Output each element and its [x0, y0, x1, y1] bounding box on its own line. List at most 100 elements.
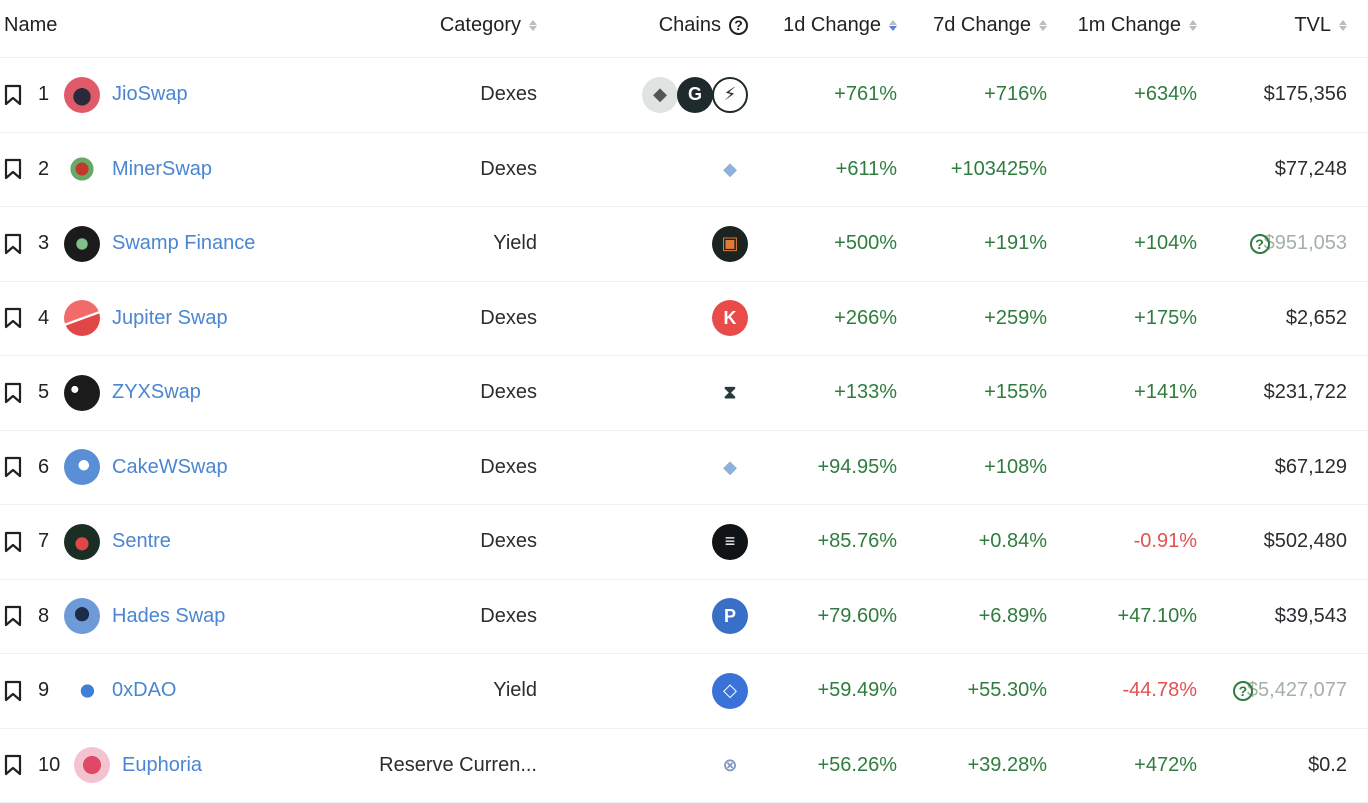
header-tvl[interactable]: TVL: [1294, 12, 1347, 38]
change-1m-value: +47.10%: [1117, 580, 1197, 653]
protocol-logo: [64, 151, 100, 187]
bookmark-icon[interactable]: [4, 133, 24, 206]
protocol-cell[interactable]: Jupiter Swap: [64, 282, 228, 355]
protocol-name-link[interactable]: Swamp Finance: [112, 232, 255, 255]
header-1d-change[interactable]: 1d Change: [783, 12, 897, 38]
protocol-name-link[interactable]: CakeWSwap: [112, 456, 228, 479]
protocol-cell[interactable]: 0xDAO: [64, 654, 176, 727]
change-7d-value: +259%: [984, 282, 1047, 355]
bookmark-icon[interactable]: [4, 729, 24, 802]
bookmark-icon[interactable]: [4, 505, 24, 578]
ethereum-icon[interactable]: ◆: [642, 77, 678, 113]
sort-icon: [1339, 20, 1347, 31]
tvl-value: $0.2: [1308, 754, 1347, 777]
chains-list: P: [712, 580, 748, 653]
category-label: Dexes: [480, 431, 537, 504]
bookmark-icon[interactable]: [4, 58, 24, 131]
protocol-name-link[interactable]: ZYXSwap: [112, 381, 201, 404]
header-1m-change[interactable]: 1m Change: [1078, 12, 1197, 38]
change-1m-value: -0.91%: [1134, 505, 1197, 578]
protocol-name-link[interactable]: Sentre: [112, 530, 171, 553]
protocol-cell[interactable]: ZYXSwap: [64, 356, 201, 429]
tvl-value: $951,053: [1264, 232, 1347, 255]
change-7d-value: +103425%: [951, 133, 1047, 206]
bookmark-icon[interactable]: [4, 207, 24, 280]
protocol-name-link[interactable]: Jupiter Swap: [112, 307, 228, 330]
chains-list: ◆G⚡: [642, 58, 748, 131]
ethereum-pow-icon[interactable]: ◆: [712, 151, 748, 187]
bookmark-icon[interactable]: [4, 356, 24, 429]
tvl-value: $231,722: [1264, 381, 1347, 404]
sort-icon: [529, 20, 537, 31]
header-category[interactable]: Category: [440, 12, 537, 38]
protocol-cell[interactable]: Euphoria: [74, 729, 202, 802]
kava-icon[interactable]: K: [712, 300, 748, 336]
bookmark-icon[interactable]: [4, 580, 24, 653]
chains-list: ◆: [712, 133, 748, 206]
tvl-value: $2,652: [1286, 307, 1347, 330]
help-icon[interactable]: ?: [1233, 681, 1253, 701]
polkadot-parachain-icon[interactable]: P: [712, 598, 748, 634]
tvl-cell: $0.2: [1308, 729, 1347, 802]
category-label: Yield: [493, 207, 537, 280]
protocol-cell[interactable]: Sentre: [64, 505, 171, 578]
protocol-cell[interactable]: JioSwap: [64, 58, 188, 131]
change-1d-value: +94.95%: [817, 431, 897, 504]
bookmark-icon[interactable]: [4, 431, 24, 504]
protocol-name-link[interactable]: MinerSwap: [112, 158, 212, 181]
solana-icon[interactable]: ≡: [712, 524, 748, 560]
protocol-name-link[interactable]: JioSwap: [112, 83, 188, 106]
change-7d-value: +39.28%: [967, 729, 1047, 802]
protocol-cell[interactable]: CakeWSwap: [64, 431, 228, 504]
protocol-logo: [64, 226, 100, 262]
change-1d-value: +59.49%: [817, 654, 897, 727]
header-chains: Chains ?: [659, 12, 748, 38]
table-header: Name Category Chains ? 1d Change 7d Chan…: [0, 0, 1368, 58]
link-chain-icon[interactable]: ⊗: [712, 747, 748, 783]
protocol-name-link[interactable]: Hades Swap: [112, 605, 225, 628]
change-1m-value: +634%: [1134, 58, 1197, 131]
protocol-logo: [64, 673, 100, 709]
protocol-logo: [64, 300, 100, 336]
header-7d-change[interactable]: 7d Change: [933, 12, 1047, 38]
tvl-value: $77,248: [1275, 158, 1347, 181]
change-7d-value: +191%: [984, 207, 1047, 280]
bookmark-icon[interactable]: [4, 282, 24, 355]
tvl-value: $5,427,077: [1247, 679, 1347, 702]
ethereum-pow-icon[interactable]: ◆: [712, 449, 748, 485]
sort-icon: [1039, 20, 1047, 31]
header-name[interactable]: Name: [4, 12, 57, 38]
chains-list: ⧗: [712, 356, 748, 429]
hourglass-chain-icon[interactable]: ⧗: [712, 375, 748, 411]
change-7d-value: +55.30%: [967, 654, 1047, 727]
lightning-chain-icon[interactable]: ⚡: [712, 77, 748, 113]
change-7d-value: +0.84%: [979, 505, 1047, 578]
help-icon[interactable]: ?: [1250, 234, 1270, 254]
change-7d-value: +155%: [984, 356, 1047, 429]
protocol-cell[interactable]: Hades Swap: [64, 580, 225, 653]
protocol-cell[interactable]: Swamp Finance: [64, 207, 255, 280]
header-1d-change-label: 1d Change: [783, 14, 881, 37]
cube-chain-icon[interactable]: ▣: [712, 226, 748, 262]
header-category-label: Category: [440, 14, 521, 37]
chains-list: ◆: [712, 431, 748, 504]
g-chain-icon[interactable]: G: [677, 77, 713, 113]
help-icon[interactable]: ?: [729, 16, 748, 35]
fantom-icon[interactable]: ◇: [712, 673, 748, 709]
bookmark-icon[interactable]: [4, 654, 24, 727]
category-label: Dexes: [480, 282, 537, 355]
protocol-cell[interactable]: MinerSwap: [64, 133, 212, 206]
protocol-name-link[interactable]: Euphoria: [122, 754, 202, 777]
protocol-name-link[interactable]: 0xDAO: [112, 679, 176, 702]
